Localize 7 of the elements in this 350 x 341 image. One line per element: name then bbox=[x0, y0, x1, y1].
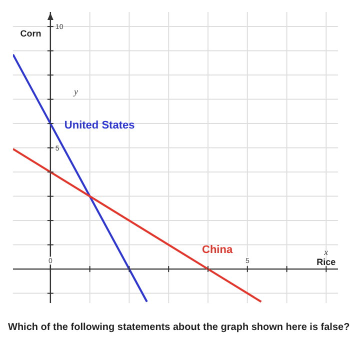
text: Which of the following statements about the graph shown here is false? bbox=[8, 322, 350, 333]
x-axis-title: Rice bbox=[316, 257, 336, 268]
annotation: y bbox=[73, 86, 78, 96]
series-label: China bbox=[202, 244, 234, 256]
series-label: United States bbox=[64, 120, 135, 132]
y-axis-title: Corn bbox=[20, 28, 42, 38]
annotation: x bbox=[323, 247, 328, 258]
